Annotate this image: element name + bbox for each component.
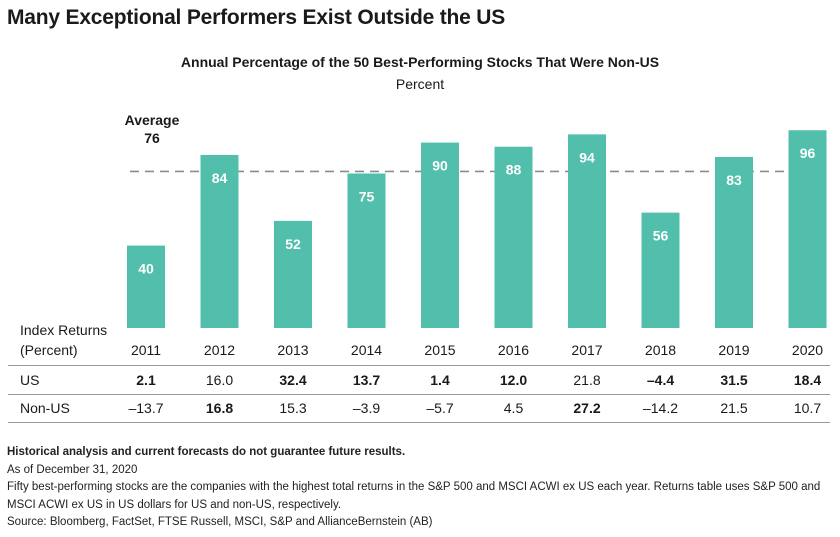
bar-2012 xyxy=(200,154,239,328)
average-value: 76 xyxy=(144,130,160,146)
main-title: Many Exceptional Performers Exist Outsid… xyxy=(7,6,506,29)
year-label: 2020 xyxy=(791,342,824,358)
chart-title: Annual Percentage of the 50 Best-Perform… xyxy=(180,54,660,70)
table-cell: –4.4 xyxy=(646,372,675,388)
bar-2018 xyxy=(641,212,680,328)
table-cell: 2.1 xyxy=(136,372,156,388)
bar-value-label: 40 xyxy=(138,261,154,277)
table-divider xyxy=(8,365,830,366)
table-cell: –13.7 xyxy=(128,400,164,416)
table-cell: –5.7 xyxy=(426,400,454,416)
table-cell: 16.0 xyxy=(205,372,234,388)
bar-2017 xyxy=(568,134,606,328)
table-cell: 32.4 xyxy=(279,372,307,388)
bar-2016 xyxy=(494,146,533,328)
bar-2011 xyxy=(127,245,165,328)
table-cell: 21.5 xyxy=(720,400,748,416)
bar-value-label: 75 xyxy=(359,189,375,205)
table-cell: –14.2 xyxy=(642,400,679,416)
bar-2015 xyxy=(421,142,459,328)
methodology-note: Fifty best-performing stocks are the com… xyxy=(7,481,821,511)
year-label: 2011 xyxy=(130,342,162,358)
table-header-line2: (Percent) xyxy=(20,342,78,358)
year-label: 2018 xyxy=(644,342,677,358)
year-label: 2014 xyxy=(350,342,383,358)
bar-2013 xyxy=(274,220,312,328)
table-cell: 15.3 xyxy=(279,400,307,416)
table-cell: 16.8 xyxy=(205,400,234,416)
disclaimer: Historical analysis and current forecast… xyxy=(7,446,406,458)
bar-value-label: 88 xyxy=(506,162,522,178)
bar-value-label: 52 xyxy=(285,236,301,252)
year-label: 2012 xyxy=(203,342,236,358)
year-label: 2015 xyxy=(424,342,456,358)
table-cell: –3.9 xyxy=(352,400,381,416)
table-cell: 27.2 xyxy=(573,400,601,416)
table-cell: 4.5 xyxy=(503,400,524,416)
table-cell: 18.4 xyxy=(793,372,822,388)
average-label: Average xyxy=(124,112,180,128)
bar-value-label: 84 xyxy=(212,170,228,186)
bar-2014 xyxy=(347,173,386,328)
table-cell: 1.4 xyxy=(430,372,450,388)
table-divider xyxy=(8,422,830,423)
year-label: 2013 xyxy=(277,342,309,358)
average-annotation: Average 76 xyxy=(120,111,184,147)
bar-2019 xyxy=(715,157,753,328)
bar-value-label: 96 xyxy=(800,145,816,161)
table-cell: 12.0 xyxy=(499,372,528,388)
table-divider xyxy=(8,394,830,395)
bar-chart: 40 84 52 75 90 88 94 56 83 96 xyxy=(127,130,827,328)
chart-subtitle: Percent xyxy=(395,76,445,92)
as-of-date: As of December 31, 2020 xyxy=(7,463,138,476)
footnotes: Historical analysis and current forecast… xyxy=(7,444,833,532)
bar-value-label: 83 xyxy=(726,172,742,188)
bar-2020 xyxy=(788,130,827,328)
table-cell: 13.7 xyxy=(352,372,381,388)
bar-value-label: 56 xyxy=(653,228,669,244)
year-label: 2016 xyxy=(497,342,530,358)
table-header: Index Returns (Percent) xyxy=(20,320,107,360)
table-cell: 21.8 xyxy=(573,372,601,388)
bar-value-label: 94 xyxy=(579,149,595,165)
row-label-non-us: Non-US xyxy=(20,400,70,416)
row-label-us: US xyxy=(20,372,40,388)
year-label: 2019 xyxy=(718,342,750,358)
table-header-line1: Index Returns xyxy=(20,322,108,338)
table-cell: 31.5 xyxy=(720,372,748,388)
table-cell: 10.7 xyxy=(793,400,822,416)
bar-value-label: 90 xyxy=(432,158,448,174)
year-label: 2017 xyxy=(571,342,603,358)
source-note: Source: Bloomberg, FactSet, FTSE Russell… xyxy=(7,516,433,528)
